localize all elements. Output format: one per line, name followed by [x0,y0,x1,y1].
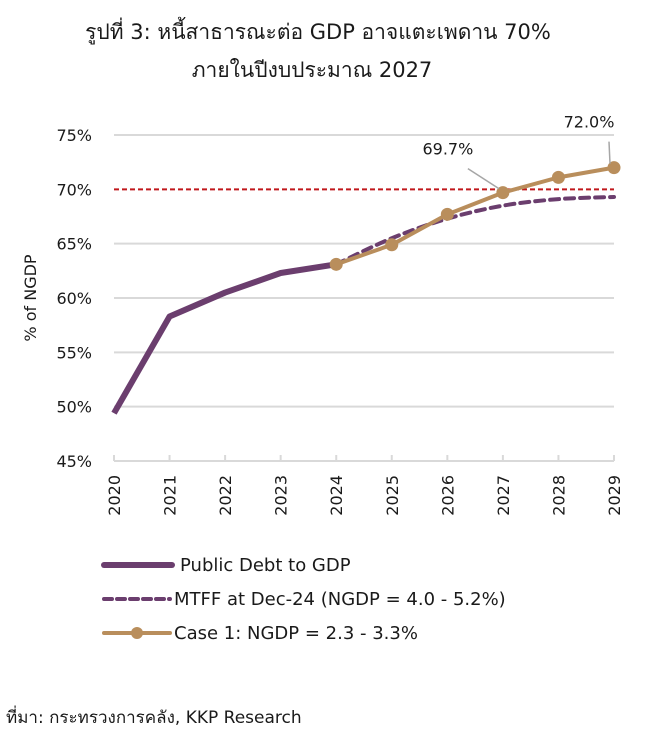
x-tick-label: 2026 [438,475,457,516]
legend-swatch-dashed-line [102,597,172,601]
line-chart: 45%50%55%60%65%70%75% 2020 2021 2022 2023 20… [21,113,624,516]
series-line-case1 [335,165,615,267]
annotations: 69.7% 72.0% [422,113,615,190]
y-tick-label: 65% [56,235,92,254]
annotation-callout-line [467,167,500,190]
legend-item-mtff: MTFF at Dec-24 (NGDP = 4.0 - 5.2%) [100,582,506,616]
x-axis: 2020 2021 2022 2023 2024 2025 2026 2027 2028 2029 [105,455,624,516]
x-tick-label: 2027 [494,475,513,516]
x-tick-label: 2020 [105,475,124,516]
series-marker-case1 [607,161,621,175]
y-axis-label: % of NGDP [21,254,40,341]
x-tick-label: 2021 [161,475,180,516]
source-note: ที่มา: กระทรวงการคลัง, KKP Research [6,708,302,728]
x-tick-label: 2029 [605,475,624,516]
series-line-mtff [334,194,616,267]
legend-label: Public Debt to GDP [180,554,351,576]
x-tick-label: 2024 [327,475,346,516]
y-tick-label: 50% [56,398,92,417]
series-marker-case1 [329,257,343,271]
annotation-label: 72.0% [564,113,615,132]
chart-title-line-2: ภายในปีงบประมาณ 2027 [191,58,433,82]
annotation-callout-line [608,141,611,164]
legend-item-case1: Case 1: NGDP = 2.3 - 3.3% [100,616,506,650]
y-tick-label: 70% [56,180,92,199]
y-tick-label: 55% [56,343,92,362]
chart-title-line-1: รูปที่ 3: หนี้สาธารณะต่อ GDP อาจแตะเพดาน… [85,20,551,44]
x-tick-label: 2028 [549,475,568,516]
y-axis-tick-labels: 45% 50% 55% 60% 65% 70% 75% [56,126,92,471]
legend-swatch-marker-line [102,627,172,639]
series-group [111,161,621,415]
series-line-public-debt [111,261,337,415]
x-tick-label: 2023 [272,475,291,516]
series-marker-case1 [496,186,510,200]
legend-item-public-debt: Public Debt to GDP [100,548,506,582]
legend-label: MTFF at Dec-24 (NGDP = 4.0 - 5.2%) [174,588,506,610]
y-tick-label: 75% [56,126,92,145]
legend: Public Debt to GDP MTFF at Dec-24 (NGDP … [100,548,506,650]
series-marker-case1 [385,238,399,252]
legend-label: Case 1: NGDP = 2.3 - 3.3% [174,622,418,644]
x-tick-label: 2025 [383,475,402,516]
annotation-label: 69.7% [422,140,473,159]
y-tick-label: 45% [56,452,92,471]
legend-swatch-solid-line [101,562,175,568]
gridlines [114,134,614,408]
series-marker-case1 [551,170,565,184]
x-tick-label: 2022 [216,475,235,516]
series-marker-case1 [440,207,454,221]
y-tick-label: 60% [56,289,92,308]
